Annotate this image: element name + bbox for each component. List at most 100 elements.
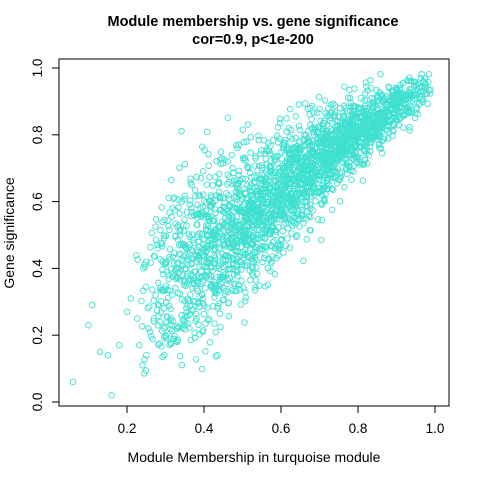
data-point xyxy=(217,148,225,156)
data-point xyxy=(180,227,188,235)
data-point xyxy=(293,193,300,200)
data-point xyxy=(203,233,211,240)
data-point xyxy=(266,184,273,191)
data-point xyxy=(297,160,304,168)
data-point xyxy=(239,175,246,183)
data-point xyxy=(314,109,321,116)
data-point xyxy=(317,153,324,161)
data-point xyxy=(253,264,260,271)
data-point xyxy=(162,259,170,267)
data-point xyxy=(216,224,224,231)
data-point xyxy=(320,185,328,193)
data-point xyxy=(274,242,282,249)
data-point xyxy=(190,239,198,247)
data-point xyxy=(252,155,259,162)
data-point xyxy=(295,101,303,108)
data-point xyxy=(219,159,227,167)
data-point xyxy=(307,213,314,221)
data-point xyxy=(416,94,424,101)
data-point xyxy=(237,258,244,266)
data-point xyxy=(168,213,175,221)
data-point xyxy=(296,169,303,177)
data-point xyxy=(262,251,269,259)
data-point xyxy=(242,294,249,302)
data-point xyxy=(252,188,260,196)
data-point xyxy=(294,208,301,215)
data-point xyxy=(178,361,186,369)
data-point xyxy=(244,230,252,237)
data-point xyxy=(257,222,265,230)
data-point xyxy=(421,83,428,90)
data-point xyxy=(251,236,258,244)
data-point xyxy=(265,140,272,147)
data-point xyxy=(268,201,275,209)
data-point xyxy=(397,81,404,89)
data-point xyxy=(235,167,243,175)
data-point xyxy=(341,145,348,152)
data-point xyxy=(212,328,219,336)
data-point xyxy=(341,115,349,123)
data-point xyxy=(176,164,183,172)
data-point xyxy=(269,197,277,205)
data-point xyxy=(225,227,232,234)
data-point xyxy=(236,231,244,239)
data-point xyxy=(205,212,212,220)
data-point xyxy=(272,210,279,218)
data-point xyxy=(294,211,302,218)
data-point xyxy=(177,241,185,248)
data-point xyxy=(147,333,155,340)
data-point xyxy=(258,164,266,171)
data-point xyxy=(286,193,293,201)
data-point xyxy=(331,108,339,116)
data-point xyxy=(195,321,202,328)
data-point xyxy=(221,242,229,250)
data-point xyxy=(282,182,289,189)
data-point xyxy=(384,106,391,114)
data-point xyxy=(225,313,233,320)
data-point xyxy=(224,171,231,179)
data-point xyxy=(365,117,372,125)
data-point xyxy=(295,215,302,223)
data-point xyxy=(263,147,271,155)
data-point xyxy=(243,138,250,145)
data-point xyxy=(397,104,404,112)
data-point xyxy=(302,193,309,201)
data-point xyxy=(152,236,160,244)
data-points xyxy=(69,70,434,399)
data-point xyxy=(192,210,199,218)
data-point xyxy=(231,247,238,254)
data-point xyxy=(317,117,324,125)
data-point xyxy=(386,112,393,119)
data-point xyxy=(268,258,275,265)
data-point xyxy=(85,321,92,329)
data-point xyxy=(238,277,245,285)
data-point xyxy=(377,100,385,108)
data-point xyxy=(141,356,148,363)
data-point xyxy=(336,121,344,129)
data-point xyxy=(235,208,243,216)
data-point xyxy=(175,251,183,258)
data-point xyxy=(190,280,198,288)
data-point xyxy=(193,246,201,253)
data-point xyxy=(184,320,192,327)
data-point xyxy=(255,217,262,225)
data-point xyxy=(261,170,268,178)
data-point xyxy=(199,328,206,335)
data-point xyxy=(408,108,415,116)
data-point xyxy=(288,213,296,220)
data-point xyxy=(342,125,350,132)
data-point xyxy=(303,236,310,243)
data-point xyxy=(286,156,294,164)
data-point xyxy=(178,127,185,135)
data-point xyxy=(231,226,239,234)
data-point xyxy=(186,291,194,299)
data-point xyxy=(360,161,368,168)
data-point xyxy=(199,204,207,211)
data-point xyxy=(139,362,146,369)
data-point xyxy=(159,286,167,294)
data-point xyxy=(140,265,147,272)
data-point xyxy=(357,94,365,102)
data-point xyxy=(367,77,374,84)
data-point xyxy=(161,261,169,268)
data-point xyxy=(239,126,247,133)
